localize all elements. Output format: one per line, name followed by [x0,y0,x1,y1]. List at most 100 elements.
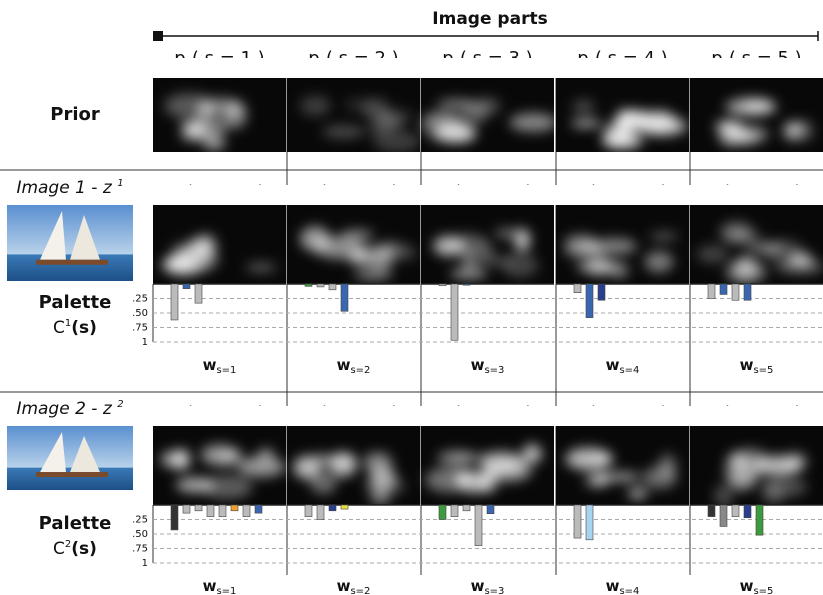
bar [574,505,581,538]
bar [231,505,238,511]
weight-label-part: w [203,356,217,374]
image-blob [203,135,226,151]
image-blob [311,454,333,467]
image-blob [195,234,217,259]
image-blob [593,453,613,464]
image-panel [670,185,823,284]
weight-label-part: w [471,577,485,595]
weight-label-part: w [740,356,754,374]
weight-label: ws=2 [337,356,371,376]
palette-symbol-part: C [53,318,65,338]
weight-label-part: s=3 [484,365,504,376]
image-blob [649,232,678,241]
bar [451,505,458,517]
weight-label-part: w [606,356,620,374]
bar [732,505,739,517]
thumbnail-hull [36,260,108,265]
bar [341,505,348,509]
weight-label-part: s=4 [619,586,639,595]
image-blob [714,484,733,507]
image-blob [370,488,390,504]
image-panel [670,58,823,152]
y-tick-label: .75 [132,544,148,555]
palette-symbol: C1(s) [53,318,97,338]
image-title-part: - z [86,178,117,198]
y-tick-label: 1 [142,337,148,348]
image-blob [784,122,803,133]
y-tick-label: .25 [132,515,148,526]
weight-label: ws=3 [471,577,505,595]
bar [598,284,605,300]
bar [243,505,250,517]
image-blob [643,467,678,489]
image-blob [736,131,758,145]
bar [708,284,715,299]
bar [451,284,458,340]
weight-label-part: w [337,577,351,595]
bar [317,505,324,520]
weight-label-part: s=5 [753,365,773,376]
image-blob [202,475,253,499]
weight-label-part: s=1 [216,365,236,376]
y-tick-label: .75 [132,323,148,334]
weight-label: ws=1 [203,577,237,595]
image-blob [576,261,617,273]
image-blob [478,243,494,262]
bar [219,505,226,517]
weight-label-part: s=2 [350,586,370,595]
weight-label-part: w [606,577,620,595]
palette-label: Palette [39,292,112,313]
image-blob [450,269,487,280]
image-clip [670,58,823,78]
thumbnail-sky [7,426,133,468]
bar [463,284,470,285]
weight-label-part: w [203,577,217,595]
bar [305,284,312,286]
image-blob [509,113,556,132]
image-blob [728,230,763,242]
figure: Image parts Prior pij( s = 1 )pij( s = 2… [0,0,823,595]
weight-label: ws=2 [337,577,371,595]
image-blob [522,444,541,463]
weight-label-part: w [740,577,754,595]
image-clip [670,185,823,205]
weight-label-part: w [337,356,351,374]
bar [183,505,190,513]
weight-label: ws=3 [471,356,505,376]
image-blob [224,102,246,128]
bar [195,284,202,303]
thumbnail-sea [7,254,133,281]
y-tick-label: .50 [132,308,148,319]
bar [744,505,751,518]
image-blob [564,248,607,257]
image-blob [735,256,757,278]
image-blob [753,456,802,475]
image-title-part: - z [86,399,117,419]
image-blob [746,243,785,253]
image-blob [433,236,465,256]
image-blob [160,451,188,468]
image-blob [628,488,647,500]
bar [439,284,446,286]
image-blob [727,454,748,467]
image-blob [635,116,687,135]
bar [720,284,727,294]
image-blob [437,451,474,465]
weight-label: ws=5 [740,356,774,376]
image-panel [670,406,823,507]
weight-label: ws=1 [203,356,237,376]
thumbnail-sea [7,468,133,490]
image-blob [593,473,609,485]
image-blob [602,133,642,149]
image-blob [494,228,519,238]
palette-label: Palette [39,513,112,534]
image-title: Image 1 - z 1 [16,178,123,198]
header-title: Image parts [432,9,547,29]
palette-symbol-part: C [53,539,65,559]
bar [720,505,727,526]
bar [195,505,202,511]
image-blob [571,119,602,127]
weight-label-part: s=5 [753,586,773,595]
weight-label-part: w [471,356,485,374]
image-blob [615,109,635,133]
